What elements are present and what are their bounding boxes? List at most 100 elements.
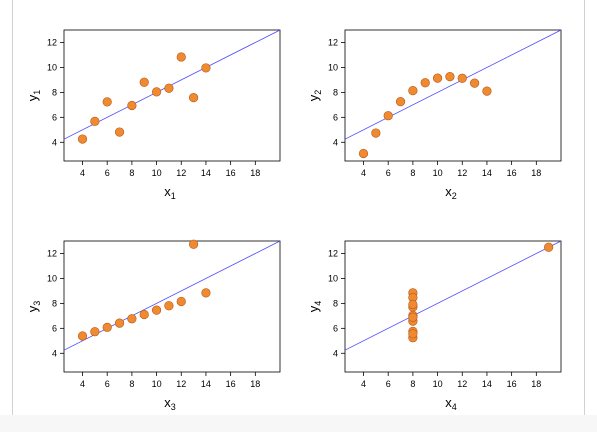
data-point: [408, 86, 418, 96]
x-tick-label: 8: [410, 379, 415, 389]
y-tick-label: 4: [52, 348, 57, 358]
x-tick-label: 14: [201, 168, 211, 178]
x-tick-label: 10: [152, 168, 162, 178]
y-tick-label: 6: [52, 323, 57, 333]
data-point: [151, 87, 162, 97]
data-point: [127, 314, 137, 324]
y-tick-label: 12: [47, 248, 57, 258]
x-tick-label: 8: [129, 379, 134, 389]
regression-line: [64, 241, 280, 351]
x-tick-label: 10: [152, 379, 162, 389]
y-tick-label: 10: [47, 273, 57, 283]
x-tick-label: 4: [80, 379, 85, 389]
y-tick-label: 6: [52, 112, 57, 122]
x-tick-label: 16: [507, 379, 517, 389]
data-point: [114, 127, 125, 137]
x-axis-label: x3: [164, 395, 176, 412]
x-tick-label: 6: [386, 379, 391, 389]
y-tick-label: 12: [328, 248, 338, 258]
y-tick-label: 4: [333, 137, 338, 147]
x-tick-label: 12: [176, 168, 186, 178]
data-point: [544, 242, 554, 252]
y-tick-label: 10: [47, 62, 57, 72]
x-tick-label: 6: [386, 168, 391, 178]
data-point: [383, 111, 393, 121]
x-tick-label: 14: [482, 168, 492, 178]
x-tick-label: 18: [531, 168, 541, 178]
x-tick-label: 6: [105, 379, 110, 389]
data-point: [470, 78, 480, 88]
data-point: [139, 77, 149, 87]
data-point: [408, 299, 418, 310]
regression-line: [345, 241, 561, 351]
x-tick-label: 16: [507, 168, 517, 178]
x-tick-label: 12: [176, 379, 186, 389]
x-tick-label: 14: [482, 379, 492, 389]
data-point: [432, 73, 443, 83]
x-tick-label: 4: [361, 168, 366, 178]
y-tick-label: 8: [52, 298, 57, 308]
y-tick-label: 8: [333, 298, 338, 308]
data-point: [164, 301, 174, 311]
data-point: [201, 63, 211, 73]
data-point: [139, 309, 149, 320]
x-tick-label: 4: [80, 168, 85, 178]
data-point: [408, 329, 418, 339]
data-point: [176, 52, 186, 62]
data-point: [151, 305, 162, 315]
regression-line: [64, 30, 280, 140]
data-point: [408, 312, 418, 322]
data-point: [189, 93, 199, 103]
x-tick-label: 8: [410, 168, 415, 178]
data-point: [201, 288, 211, 298]
x-tick-label: 6: [105, 168, 110, 178]
y-tick-label: 4: [52, 137, 57, 147]
regression-line: [345, 30, 561, 140]
data-point: [114, 318, 125, 328]
x-tick-label: 18: [250, 379, 260, 389]
y-tick-label: 6: [333, 323, 338, 333]
data-point: [102, 97, 112, 107]
plot-area-frame: [344, 29, 562, 162]
x-tick-label: 4: [361, 379, 366, 389]
y-tick-label: 4: [333, 348, 338, 358]
x-tick-label: 12: [457, 379, 467, 389]
data-point: [358, 148, 369, 159]
data-point: [90, 327, 100, 337]
y-tick-label: 12: [47, 37, 57, 47]
x-tick-label: 16: [226, 168, 236, 178]
x-axis-label: x2: [445, 184, 457, 201]
data-point: [77, 331, 88, 341]
x-tick-label: 12: [457, 168, 467, 178]
x-tick-label: 8: [129, 168, 134, 178]
plot-area-frame: [344, 240, 562, 373]
x-tick-label: 10: [433, 168, 443, 178]
y-axis-label: y2: [306, 90, 323, 102]
x-tick-label: 16: [226, 379, 236, 389]
frame-right-border: [584, 0, 585, 415]
data-point: [395, 97, 406, 107]
x-axis-label: x1: [164, 184, 176, 201]
data-point: [90, 116, 100, 126]
y-axis-label: y1: [25, 90, 42, 102]
y-tick-label: 10: [328, 62, 338, 72]
data-point: [445, 72, 455, 82]
frame-left-border: [12, 0, 13, 415]
y-tick-label: 8: [52, 87, 57, 97]
data-point: [420, 78, 430, 88]
y-tick-label: 8: [333, 87, 338, 97]
data-point: [164, 83, 174, 93]
y-axis-label: y4: [306, 301, 323, 313]
plot-area-frame: [63, 29, 281, 162]
data-point: [482, 86, 492, 96]
plot-area-frame: [63, 240, 281, 373]
y-tick-label: 6: [333, 112, 338, 122]
y-tick-label: 10: [328, 273, 338, 283]
bottom-band: [0, 415, 597, 432]
y-axis-label: y3: [25, 301, 42, 313]
x-axis-label: x4: [445, 395, 457, 412]
